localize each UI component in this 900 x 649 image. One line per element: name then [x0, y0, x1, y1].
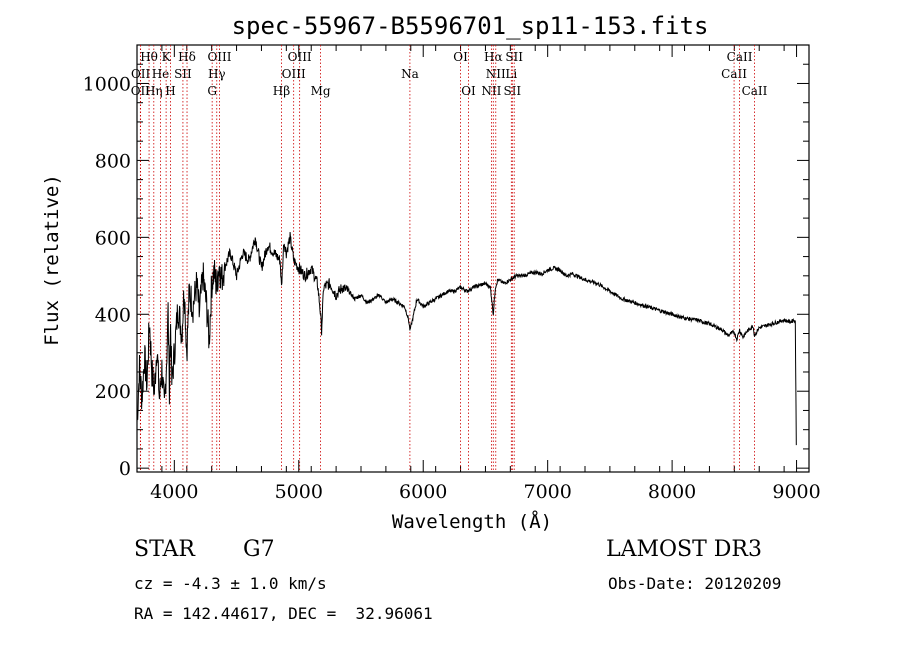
object-class: STAR	[134, 537, 195, 562]
line-marker-label: OIII	[282, 67, 306, 81]
line-marker-label: OI	[453, 50, 468, 64]
line-marker-label: Hα	[484, 50, 503, 64]
line-marker-label: Hδ	[178, 50, 196, 64]
sky-coordinates: RA = 142.44617, DEC = 32.96061	[134, 604, 433, 623]
y-tick-label: 400	[95, 304, 131, 326]
x-tick-label: 7000	[523, 481, 571, 503]
x-tick-label: 6000	[399, 481, 447, 503]
x-tick-label: 8000	[648, 481, 696, 503]
line-marker-label: NII	[486, 67, 506, 81]
line-marker-label: CaII	[742, 84, 768, 98]
line-marker-label: Hγ	[208, 67, 226, 81]
survey-name: LAMOST DR3	[606, 537, 762, 562]
spectrum-line	[136, 231, 797, 446]
line-marker-label: K	[162, 50, 172, 64]
line-marker-label: G	[207, 84, 217, 98]
line-marker-label: Mg	[311, 84, 331, 98]
plot-frame	[136, 44, 810, 473]
line-marker-label: CaII	[727, 50, 753, 64]
line-marker-label: Li	[505, 67, 517, 81]
y-tick-label: 1000	[83, 73, 131, 95]
y-tick-label: 0	[119, 458, 131, 480]
y-axis-label: Flux (relative)	[41, 174, 63, 346]
plot-area: 4000 5000 6000 7000 8000 9000 0 200 400 600 800 100…	[83, 44, 821, 503]
line-marker-label: OI	[461, 84, 476, 98]
x-tick-label: 9000	[772, 481, 820, 503]
redshift-velocity: cz = -4.3 ± 1.0 km/s	[134, 574, 327, 593]
y-tick-label: 800	[95, 150, 131, 172]
line-marker-label: He	[152, 67, 170, 81]
y-tick-label: 600	[95, 227, 131, 249]
line-marker-label: SII	[174, 67, 192, 81]
x-axis-label: Wavelength (Å)	[392, 510, 552, 533]
line-marker-label: SII	[503, 84, 521, 98]
line-marker-label: SII	[505, 50, 523, 64]
y-tick-label: 200	[95, 381, 131, 403]
object-subclass: G7	[243, 537, 275, 562]
line-marker-label: Hθ	[140, 50, 158, 64]
chart-title: spec-55967-B5596701_sp11-153.fits	[232, 12, 709, 40]
line-marker-label: CaII	[721, 67, 747, 81]
line-marker-label: OII	[131, 67, 151, 81]
line-marker-label: OIII	[207, 50, 231, 64]
line-marker-label: Hη	[145, 84, 163, 98]
line-marker-label: H	[165, 84, 175, 98]
observation-date: Obs-Date: 20120209	[608, 574, 782, 593]
x-tick-label: 5000	[275, 481, 323, 503]
line-marker-label: NII	[481, 84, 501, 98]
line-marker-label: Hβ	[273, 84, 290, 98]
line-marker-label: Na	[401, 67, 419, 81]
line-marker-label: OIII	[288, 50, 312, 64]
x-tick-label: 4000	[150, 481, 198, 503]
